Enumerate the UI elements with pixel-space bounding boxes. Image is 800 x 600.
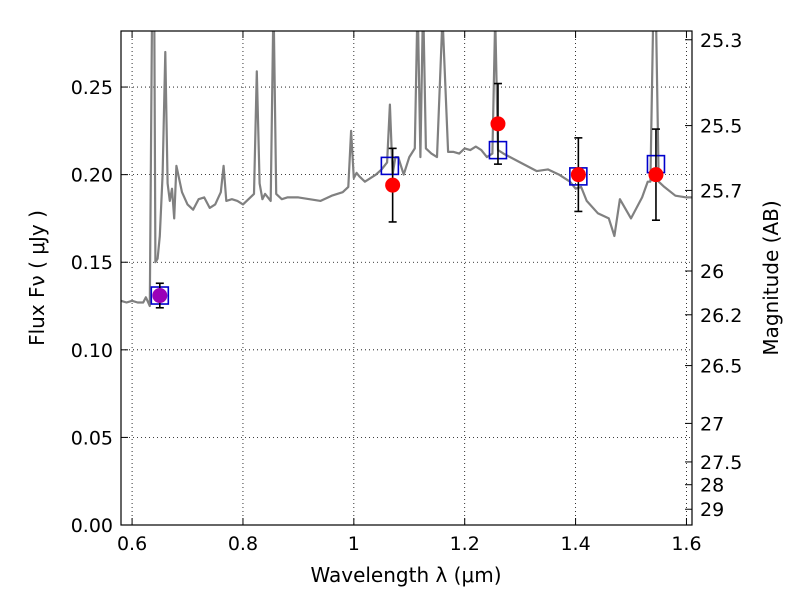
y-axis-title: Flux Fν ( μJy ): [25, 210, 49, 346]
x-tick-label: 1.2: [450, 533, 480, 555]
magnitude-tick-label: 29: [700, 499, 724, 521]
magnitude-tick-label: 25.3: [700, 30, 742, 52]
magnitude-tick-label: 27: [700, 413, 724, 435]
x-axis-title: Wavelength λ (μm): [310, 563, 501, 587]
model-spectrum-line: [121, 31, 692, 308]
grid-lines: [121, 31, 692, 526]
observed-photometry-point: [152, 288, 168, 304]
magnitude-tick-label: 28: [700, 475, 724, 497]
magnitude-tick-label: 26: [700, 261, 724, 283]
magnitude-tick-label: 26.2: [700, 305, 742, 327]
x-tick-label: 1.6: [671, 533, 701, 555]
model-photometry-square: [380, 156, 400, 176]
observed-photometry-point: [570, 167, 586, 183]
x-tick-label: 1.4: [560, 533, 590, 555]
magnitude-tick-label: 25.7: [700, 180, 742, 202]
x-axis-ticks: 0.6 0.8 1 1.2 1.4 1.6: [117, 31, 702, 555]
y-tick-label: 0.10: [71, 340, 113, 362]
observed-photometry-point: [648, 167, 664, 183]
x-tick-label: 0.6: [117, 533, 147, 555]
y-tick-label: 0.25: [71, 77, 113, 99]
y-tick-label: 0.20: [71, 165, 113, 187]
y-tick-label: 0.15: [71, 252, 113, 274]
x-tick-label: 0.8: [228, 533, 258, 555]
plot-frame: [120, 30, 693, 526]
x-tick-label: 1: [348, 533, 360, 555]
magnitude-tick-label: 26.5: [700, 356, 742, 378]
observed-photometry-point: [490, 116, 506, 132]
observed-photometry-point: [385, 177, 401, 193]
magnitude-tick-label: 27.5: [700, 452, 742, 474]
plot-area: [121, 31, 692, 309]
y-tick-label: 0.00: [71, 515, 113, 537]
magnitude-tick-label: 25.5: [700, 116, 742, 138]
y-axis-ticks: 0.00 0.05 0.10 0.15 0.20 0.25: [71, 77, 128, 537]
y-tick-label: 0.05: [71, 427, 113, 449]
magnitude-axis-title: Magnitude (AB): [759, 200, 783, 355]
